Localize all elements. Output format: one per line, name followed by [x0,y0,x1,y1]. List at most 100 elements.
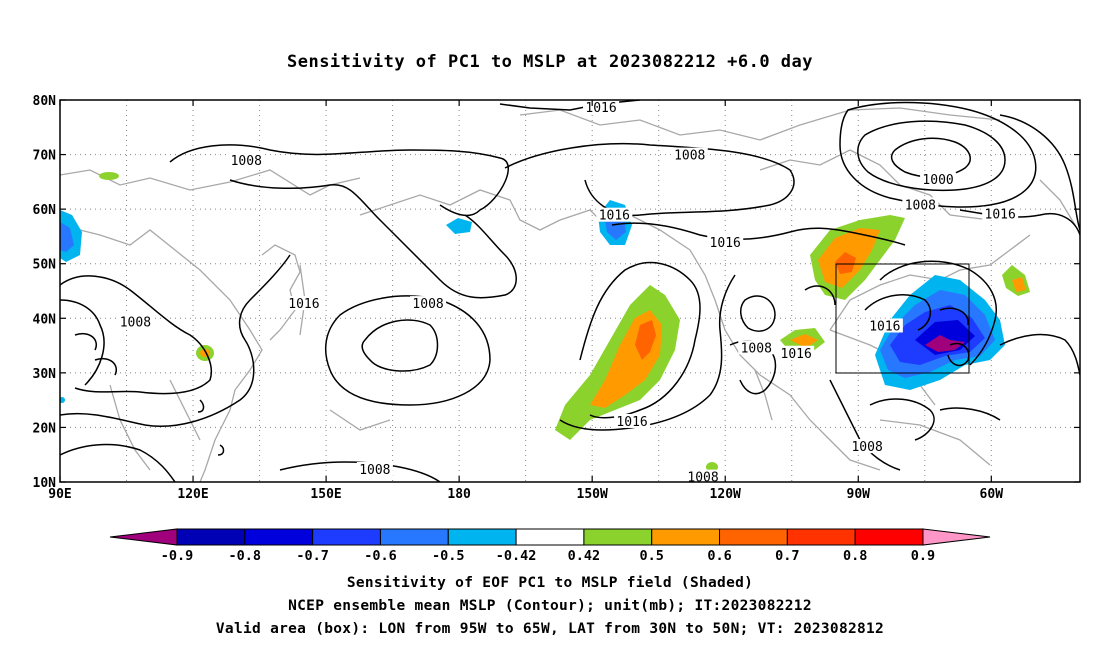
colorbar-label: 0.7 [775,548,799,564]
lat-tick-label: 20N [33,421,57,436]
contour-label-bg [117,314,154,329]
contour-label: 1008 [412,297,443,312]
map-frame [59,99,1081,483]
lon-tick-label: 120W [710,487,741,502]
contour-label: 1008 [905,198,936,213]
colorbar-extend-high [922,528,991,546]
contour-label: 1016 [616,415,647,430]
contour-label: 1008 [674,149,705,164]
contour-label: 1008 [741,341,772,356]
colorbar-label: 0.6 [707,548,731,564]
sensitivity-blob-pacific-dark-orange [635,320,656,360]
colorbar-extend-low [109,528,178,546]
colorbar-box [379,528,449,546]
contour-label-bg [920,172,957,187]
contour-label-bg [685,469,722,482]
caption-line-2: NCEP ensemble mean MSLP (Contour); unit(… [288,598,812,614]
colorbar-box [176,528,246,546]
contour-label: 1008 [27,336,58,351]
sensitivity-blob-mexico-green [706,462,718,472]
contour-label: 1016 [985,208,1016,223]
contour-label: 1016 [781,347,812,362]
colorbar-box [719,528,788,546]
coastlines [60,107,1076,482]
sensitivity-blob-arctic-green [99,172,119,180]
contour-label-bg [671,147,708,162]
contour-label: 1008 [851,440,882,455]
contour-label-bg [982,206,1019,221]
lat-tick-label: 60N [33,203,57,218]
colorbar-label: 0.9 [911,548,935,564]
colorbar-label: -0.9 [161,548,194,564]
contour-label-bg [410,296,447,311]
caption-line-3: Valid area (box): LON from 95W to 65W, L… [215,621,885,637]
contour-label: 1016 [599,209,630,224]
lon-tick-label: 120E [177,487,208,502]
contour-label-bg [614,413,651,428]
contour-label-bg [778,345,815,360]
contour-label-bg [866,318,903,333]
colorbar-box [583,528,653,546]
sensitivity-blob-edge-cyan [60,397,65,403]
lon-tick-label: 90E [48,487,71,502]
contour-label: 1008 [687,471,718,486]
lon-tick-label: 180 [447,487,471,502]
colorbar-box [447,528,517,546]
contour-label-bg [356,461,393,476]
lon-tick-label: 150W [577,487,608,502]
contour-label: 1016 [710,236,741,251]
lat-tick-label: 70N [33,149,57,164]
colorbar-label: -0.7 [296,548,329,564]
colorbar-label: 0.42 [568,548,601,564]
colorbar-label: -0.6 [364,548,397,564]
colorbar: -0.9 -0.8 -0.7 -0.6 -0.5 -0.42 0.42 0.5 0.6 0.7 0.… [109,528,991,564]
contour-label: 1008 [359,463,390,478]
lat-tick-label: 80N [33,94,57,109]
colorbar-label: 0.5 [640,548,664,564]
lat-tick-label: 10N [33,476,57,491]
colorbar-box [651,528,721,546]
valid-area-box [835,263,970,374]
contour-label: 1016 [288,297,319,312]
contour-label: 1008 [120,316,151,331]
sensitivity-blob-northeast-orange [1012,277,1026,292]
sensitivity-blob-siberia-cyan [446,218,472,234]
contour-labels: 1016 1008 1008 1000 1008 1016 1016 1016 1016 1008… [27,100,1019,486]
contour-label: 1008 [231,154,262,169]
contour-label-bg [60,335,61,350]
axis-ticks [59,99,1080,483]
lat-tick-label: 40N [33,312,57,327]
caption-line-1: Sensitivity of EOF PC1 to MSLP field (Sh… [346,575,754,591]
colorbar-box [244,528,314,546]
contour-label-bg [738,340,775,355]
contour-label-bg [285,296,322,311]
colorbar-box [515,528,585,546]
colorbar-box [312,528,381,546]
contour-label-bg [849,439,886,454]
contour-label-bg [707,234,744,249]
contour-label: 1000 [922,173,953,188]
colorbar-label: -0.8 [229,548,262,564]
lat-tick-label: 50N [33,258,57,273]
sensitivity-blob-midwest-orange [790,334,818,348]
contour-label-bg [596,207,633,222]
sensitivity-blob-west-blue [60,222,74,252]
lon-tick-label: 60W [980,487,1004,502]
lon-tick-label: 90W [847,487,871,502]
colorbar-label: -0.5 [432,548,465,564]
lon-tick-label: 150E [310,487,341,502]
lat-tick-label: 30N [33,367,57,382]
figure-title: Sensitivity of PC1 to MSLP at 2023082212… [286,52,813,72]
contour-label-bg [902,197,939,212]
contour-label-bg [228,153,265,168]
sensitivity-blob-atlantic-magenta [925,335,965,352]
colorbar-label: -0.42 [496,548,537,564]
sensitivity-blob-canada-dark-orange [835,252,856,274]
sensitivity-shading [60,172,1030,472]
contour-label: 1016 [869,319,900,334]
colorbar-box [854,528,924,546]
colorbar-box [786,528,856,546]
contour-label: 1016 [585,101,616,116]
